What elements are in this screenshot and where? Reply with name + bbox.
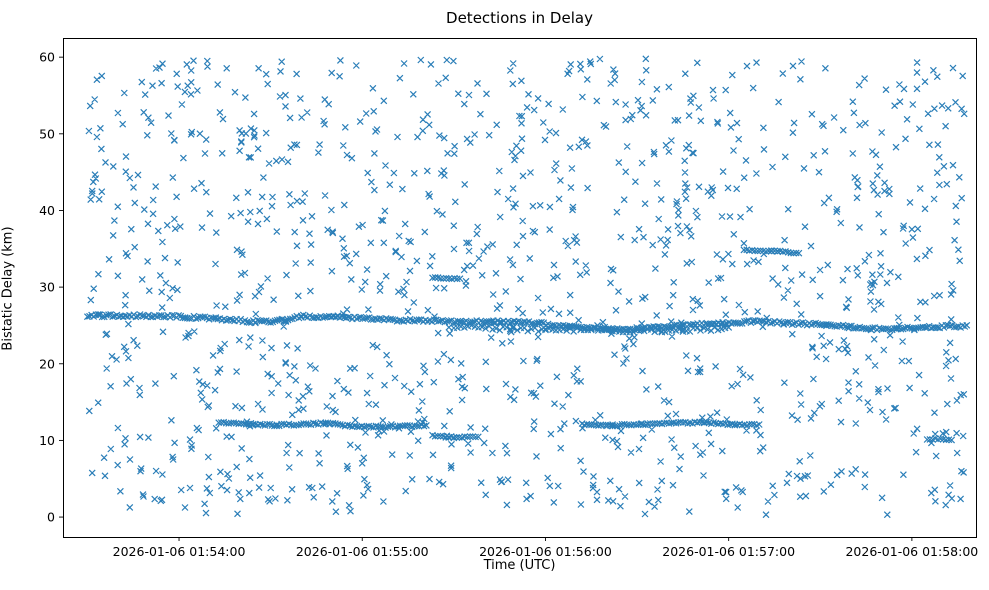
x-tick-label: 2026-01-06 01:54:00 — [113, 544, 246, 559]
axes-frame — [63, 38, 977, 538]
x-tick-label: 2026-01-06 01:58:00 — [845, 544, 978, 559]
x-axis-label: Time (UTC) — [483, 558, 556, 573]
x-tick-label: 2026-01-06 01:57:00 — [662, 544, 795, 559]
y-tick-label: 10 — [39, 433, 55, 448]
scatter-points — [83, 55, 971, 519]
x-tick-label: 2026-01-06 01:56:00 — [479, 544, 612, 559]
y-tick-label: 50 — [39, 126, 55, 141]
chart-title: Detections in Delay — [446, 9, 593, 27]
x-tick-label: 2026-01-06 01:55:00 — [296, 544, 429, 559]
y-tick-label: 20 — [39, 356, 55, 371]
y-tick-label: 60 — [39, 50, 55, 65]
y-tick-label: 40 — [39, 203, 55, 218]
y-tick-label: 0 — [47, 510, 55, 525]
y-tick-label: 30 — [39, 280, 55, 295]
